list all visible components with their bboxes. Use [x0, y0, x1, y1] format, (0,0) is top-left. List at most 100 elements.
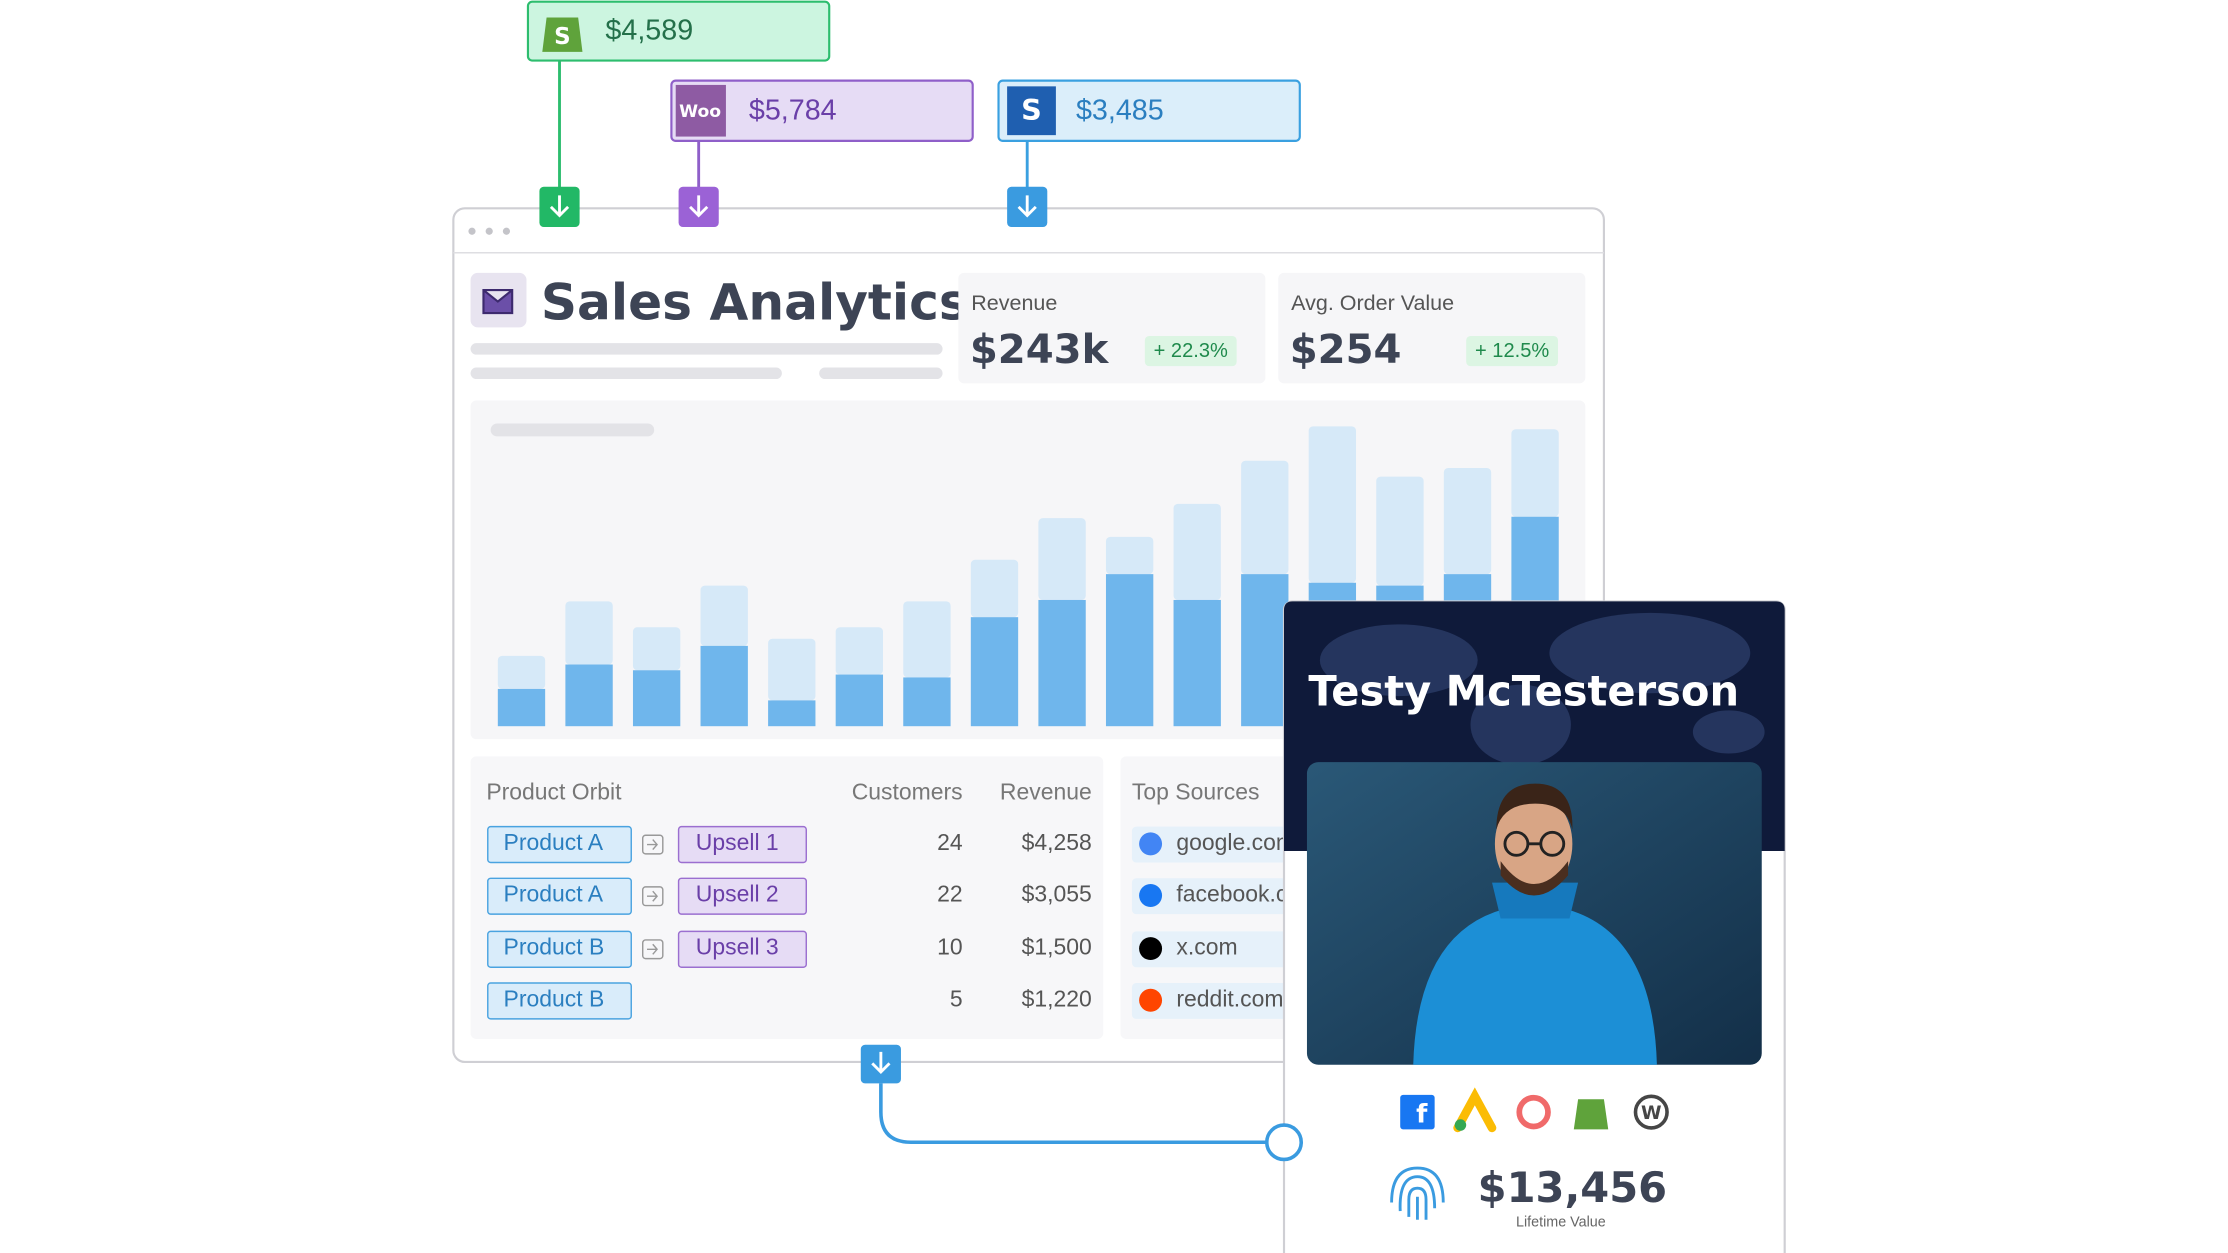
lifetime-value-label: Lifetime Value	[1516, 1214, 1606, 1230]
arrow	[647, 839, 659, 851]
stripe-badge	[997, 79, 1301, 142]
bar-segment	[497, 655, 546, 689]
source-name: google.com	[1176, 829, 1295, 855]
revenue: $1,500	[1022, 934, 1092, 960]
shopify-icon-letter: S	[554, 24, 571, 50]
stripe-icon	[1007, 86, 1056, 136]
source-name: x.com	[1176, 934, 1237, 960]
chart-skeleton	[490, 423, 655, 437]
revenue: $3,055	[1022, 881, 1092, 907]
product-name: Product B	[504, 934, 605, 960]
product-name: Product A	[504, 881, 604, 907]
sources-title: Top Sources	[1132, 779, 1260, 805]
table-rows: Product A Upsell 1 24 $4,258 Product A Upsell…	[487, 825, 1092, 1020]
upsell-pill	[677, 930, 807, 968]
bar-segment	[632, 670, 681, 727]
bar-segment	[497, 688, 546, 727]
customers: 5	[950, 985, 963, 1011]
revenue: $1,220	[1022, 985, 1092, 1011]
integration-icons: f W	[1400, 1087, 1669, 1133]
person	[1413, 783, 1658, 1065]
bar-segment	[1241, 460, 1289, 575]
stat-change-pill	[1144, 335, 1237, 367]
bottom-connector	[860, 1044, 1267, 1145]
table-header: Product Orbit	[486, 779, 622, 805]
bar-segment	[632, 627, 681, 671]
bar-segment	[768, 700, 816, 727]
woo-icon	[675, 84, 726, 137]
svg-text:f: f	[1416, 1099, 1428, 1129]
stripe-icon-label: S	[1021, 93, 1042, 127]
upsell-pill	[677, 825, 807, 864]
stat-change-pill	[1466, 335, 1559, 367]
source-icon	[1139, 832, 1163, 856]
product-pill	[487, 930, 632, 968]
customers: 10	[937, 934, 963, 960]
svg-text:W: W	[1641, 1103, 1662, 1124]
bar-segment	[1443, 467, 1492, 575]
woo-icon-label: Woo	[679, 102, 721, 122]
source-pill	[1131, 983, 1290, 1019]
upsell-name: Upsell 3	[696, 934, 779, 960]
bar-segment	[1173, 503, 1221, 600]
bar-segment	[1173, 599, 1221, 727]
source-badges: S $4,589 Woo $5,784 S $3,485	[526, 0, 1301, 142]
stat-label: Revenue	[971, 291, 1057, 315]
stat-cards: Revenue $243k + 22.3% Avg. Order Value $…	[958, 272, 1586, 384]
product-name: Product A	[504, 829, 604, 855]
bar-segment	[903, 601, 951, 678]
product-name: Product B	[504, 985, 605, 1011]
product-pill	[487, 825, 632, 864]
arrow-icon	[642, 939, 664, 960]
bar-segment	[1376, 476, 1424, 586]
skeleton-lines	[470, 343, 943, 380]
bar-segment	[835, 674, 884, 727]
stat-change: + 12.5%	[1475, 340, 1549, 362]
bar-segment	[700, 645, 748, 727]
arrow-icon	[642, 834, 664, 855]
table-header: Customers	[852, 779, 963, 805]
world-map	[1319, 612, 1765, 765]
source-pill	[1131, 826, 1290, 863]
bar-segment	[565, 601, 613, 665]
source-icon	[1139, 937, 1163, 961]
window-dots	[468, 227, 511, 235]
badge-amount: $4,589	[605, 14, 693, 46]
envelope-icon	[482, 289, 514, 315]
shopify-icon	[542, 17, 583, 52]
bar-segment	[1038, 518, 1086, 600]
bar-segment	[1105, 574, 1154, 727]
profile-card: Testy McTesterson f W $13,456 Lifetime V…	[1264, 600, 1786, 1253]
badge-amount: $3,485	[1076, 95, 1164, 127]
stat-label: Avg. Order Value	[1291, 291, 1454, 315]
shopify-badge	[526, 0, 831, 62]
stat-change: + 22.3%	[1154, 340, 1228, 362]
bar-segment	[1511, 429, 1559, 517]
bar-segment	[565, 664, 613, 727]
stat-value: $243k	[970, 327, 1110, 373]
upsell-name: Upsell 1	[696, 829, 779, 855]
woo-badge	[670, 79, 974, 142]
arrow	[647, 890, 659, 902]
bar-segment	[903, 677, 951, 727]
arrow-icon	[642, 886, 664, 907]
arrow	[647, 943, 659, 955]
fingerprint-icon	[1390, 1166, 1445, 1220]
customers: 24	[937, 829, 963, 855]
bar-segment	[970, 559, 1019, 618]
connectors	[539, 60, 1048, 227]
upsell-name: Upsell 2	[696, 881, 779, 907]
bar-segment	[1105, 536, 1154, 575]
connector-node	[1264, 1123, 1304, 1162]
source-icon	[1139, 988, 1163, 1012]
bar-segment	[1038, 599, 1086, 727]
page-title: Sales Analytics	[541, 272, 969, 331]
source-pill	[1131, 878, 1290, 915]
source-name: reddit.com	[1176, 985, 1283, 1011]
stat-value: $254	[1290, 327, 1402, 373]
badge-amount: $5,784	[749, 95, 837, 127]
product-pill	[487, 877, 632, 915]
